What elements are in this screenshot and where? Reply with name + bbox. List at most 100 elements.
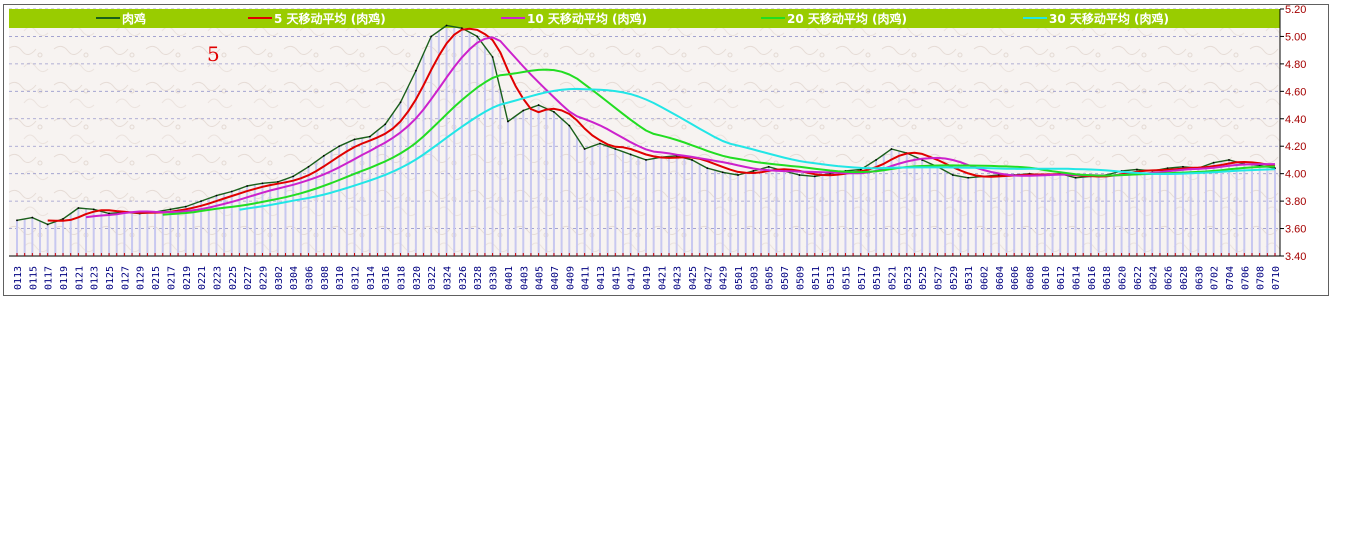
x-tick-label: 0501 [734, 266, 745, 290]
price-bar [338, 146, 341, 256]
y-tick-label: 3.80 [1285, 196, 1306, 208]
price-bar [307, 166, 310, 256]
price-bar [1135, 169, 1138, 256]
x-tick-label: 0517 [857, 266, 868, 290]
price-bar [238, 188, 241, 256]
y-tick-label: 4.00 [1285, 169, 1306, 181]
price-bar [391, 113, 394, 257]
x-tick-label: 0223 [212, 266, 223, 290]
x-tick-label: 0519 [872, 266, 883, 290]
price-bar [1028, 173, 1031, 256]
price-bar [621, 151, 624, 256]
price-bar [514, 116, 517, 257]
price-bar [483, 46, 486, 256]
price-bar [1197, 168, 1200, 256]
price-bar [169, 209, 172, 256]
y-tick-label: 3.60 [1285, 224, 1306, 236]
price-bar [177, 207, 180, 256]
x-tick-label: 0403 [519, 266, 530, 290]
price-bar [744, 172, 747, 256]
x-tick-label: 0606 [1010, 266, 1021, 290]
price-point [338, 145, 341, 148]
x-tick-label: 0312 [351, 266, 362, 290]
price-bar [276, 181, 279, 256]
price-point [507, 120, 509, 123]
price-point [1136, 168, 1138, 171]
price-bar [407, 86, 410, 257]
price-bar [913, 156, 916, 256]
x-tick-label: 0612 [1056, 266, 1067, 290]
price-point [813, 175, 816, 178]
price-bar [921, 159, 924, 256]
price-bar [637, 157, 640, 256]
x-tick-label: 0429 [719, 266, 730, 290]
price-bar [506, 121, 509, 257]
price-bar [1220, 161, 1223, 256]
price-point [645, 159, 647, 161]
price-bar [829, 173, 832, 256]
price-bar [161, 210, 164, 256]
x-tick-label: 0425 [688, 266, 699, 290]
price-bar [1274, 168, 1276, 256]
x-tick-label: 0521 [887, 266, 898, 290]
x-tick-label: 0626 [1164, 266, 1175, 290]
price-bar [1097, 175, 1100, 256]
y-tick-label: 3.40 [1285, 251, 1306, 263]
legend-label: 5 天移动平均 (肉鸡) [274, 11, 386, 26]
price-point [875, 159, 878, 161]
price-bar [714, 170, 717, 256]
x-tick-label: 0113 [13, 266, 24, 290]
price-bar [537, 105, 540, 256]
y-tick-label: 4.80 [1285, 59, 1306, 71]
price-bar [1189, 167, 1192, 256]
x-tick-label: 0614 [1072, 266, 1083, 290]
x-tick-label: 0509 [795, 266, 806, 290]
x-tick-label: 0123 [90, 266, 101, 290]
price-point [553, 111, 555, 113]
price-point [691, 159, 693, 161]
price-point [798, 174, 801, 176]
price-bar [606, 146, 609, 256]
price-point [292, 175, 295, 178]
price-point [1182, 165, 1184, 168]
price-bar [31, 217, 34, 256]
price-bar [1013, 175, 1016, 256]
price-bar [683, 157, 686, 256]
x-tick-label: 0215 [151, 266, 162, 290]
price-point [583, 148, 586, 150]
price-bar [1120, 170, 1123, 256]
price-bar [46, 224, 49, 256]
price-bar [246, 186, 249, 256]
series-line [162, 68, 1276, 216]
price-point [31, 216, 34, 219]
price-bar [691, 159, 694, 256]
price-point [629, 153, 632, 156]
x-tick-label: 0419 [642, 266, 653, 290]
price-bar [1074, 177, 1077, 256]
price-bar [16, 220, 18, 256]
price-bar [798, 175, 801, 256]
price-bar [1020, 174, 1023, 256]
price-bar [1151, 170, 1154, 256]
price-point [752, 170, 755, 172]
x-tick-label: 0326 [458, 266, 469, 290]
price-point [261, 182, 264, 185]
x-tick-label: 0630 [1194, 266, 1205, 290]
price-bar [77, 207, 80, 256]
x-tick-label: 0702 [1210, 266, 1221, 290]
price-bar [560, 118, 563, 257]
price-bar [62, 218, 65, 256]
price-bar [223, 193, 226, 256]
x-tick-label: 0330 [489, 266, 500, 290]
price-point [108, 212, 110, 215]
x-tick-label: 0229 [258, 266, 269, 290]
x-tick-label: 0227 [243, 266, 254, 290]
price-bar [353, 139, 356, 256]
price-bar [1166, 168, 1169, 256]
price-point [276, 181, 279, 183]
price-bar [1066, 175, 1069, 256]
x-tick-label: 0304 [289, 266, 300, 290]
price-bar [775, 168, 778, 256]
price-bar [115, 212, 118, 256]
price-point [184, 205, 187, 208]
